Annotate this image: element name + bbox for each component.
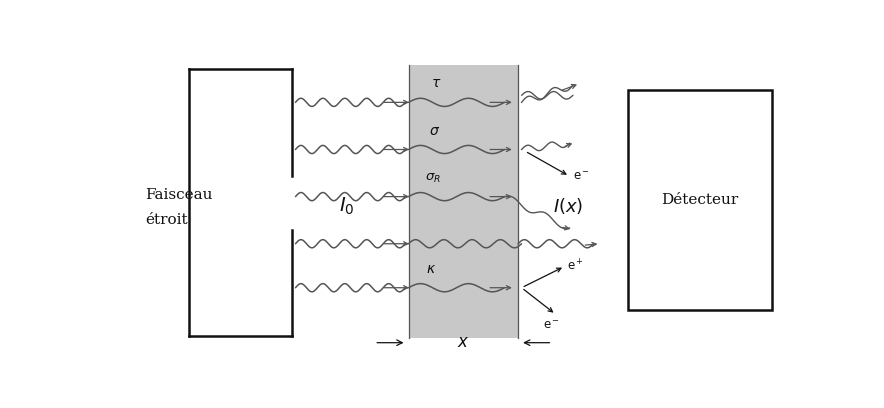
- Text: $x$: $x$: [457, 334, 469, 351]
- Text: $\sigma$: $\sigma$: [429, 124, 440, 137]
- Text: $\sigma_R$: $\sigma_R$: [424, 172, 440, 185]
- Bar: [408, 64, 518, 338]
- Text: $\kappa$: $\kappa$: [426, 262, 436, 276]
- Text: e$^-$: e$^-$: [543, 319, 560, 332]
- Text: e$^+$: e$^+$: [568, 259, 584, 274]
- Text: Faisceau: Faisceau: [145, 188, 212, 202]
- Bar: [628, 90, 772, 310]
- Text: $I_0$: $I_0$: [339, 195, 354, 217]
- Text: étroit: étroit: [145, 213, 187, 227]
- Text: e$^-$: e$^-$: [573, 170, 590, 183]
- Text: $\tau$: $\tau$: [431, 76, 441, 90]
- Text: $I(x)$: $I(x)$: [552, 196, 583, 216]
- Text: Détecteur: Détecteur: [661, 193, 738, 207]
